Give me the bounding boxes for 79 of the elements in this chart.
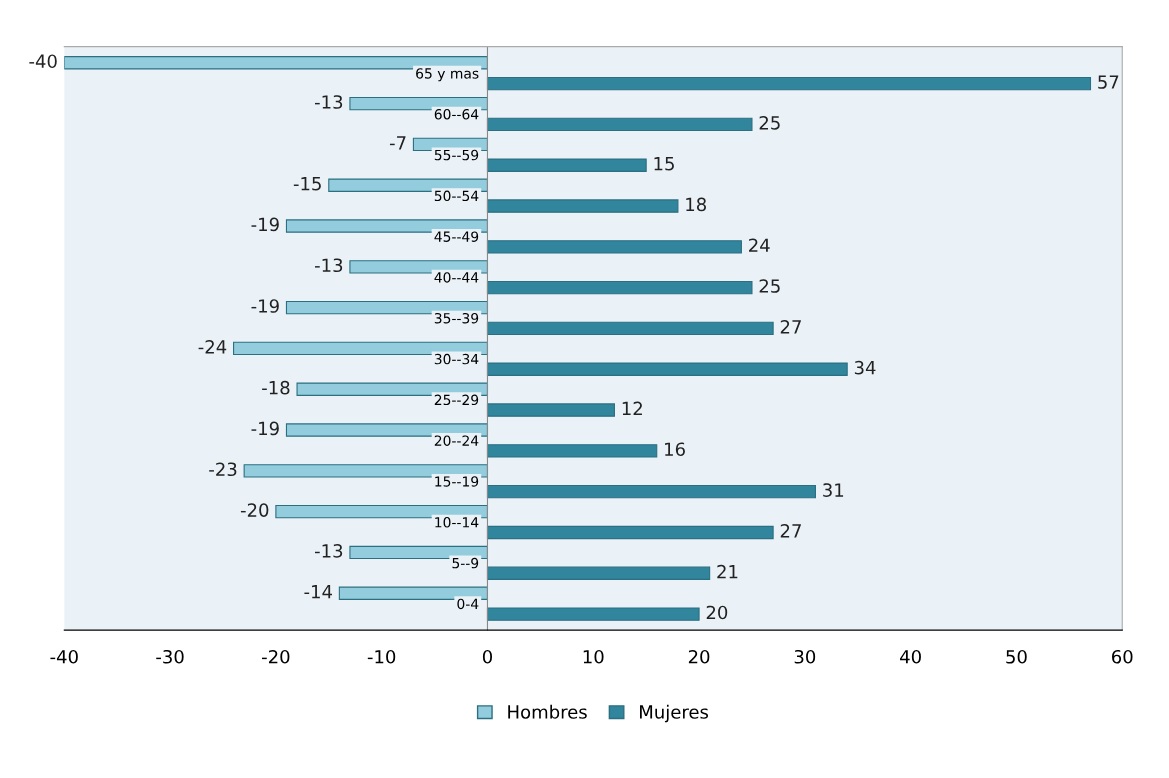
bar (349, 260, 489, 274)
y-tick-label: 65 y mas (416, 68, 479, 82)
data-label: -7 (389, 136, 406, 150)
x-tick-label: -40 (50, 649, 78, 664)
y-tick-label: 5--9 (452, 557, 479, 569)
bar (285, 219, 489, 233)
y-tick-label: 20--24 (434, 435, 479, 446)
data-label: -24 (198, 340, 227, 354)
bar (328, 178, 489, 192)
data-label: -23 (209, 462, 237, 477)
data-label: -18 (262, 380, 290, 395)
y-tick-label: 55--59 (434, 149, 479, 161)
data-label: 21 (717, 564, 738, 579)
data-label: 24 (749, 238, 770, 252)
y-tick-label: 0-4 (457, 598, 479, 610)
data-label: 57 (1098, 75, 1119, 89)
legend-label: Hombres (508, 704, 587, 719)
y-tick-label: 30--34 (434, 353, 479, 365)
bar (285, 423, 489, 437)
y-tick-label: 25--29 (434, 394, 479, 406)
bar (486, 444, 658, 458)
bar (486, 76, 1092, 91)
data-label: -19 (251, 421, 279, 436)
data-label: -13 (314, 544, 343, 558)
bar (486, 484, 816, 499)
y-tick-label: 50--54 (434, 190, 479, 202)
bar (486, 607, 700, 621)
y-tick-label: 40--44 (434, 272, 479, 283)
y-tick-label: 45--49 (434, 231, 479, 242)
data-label: 20 (706, 605, 728, 620)
data-label: 27 (780, 320, 801, 334)
data-label: 31 (823, 483, 844, 497)
data-label: 12 (622, 401, 642, 416)
data-label: -13 (314, 258, 343, 273)
x-tick-label: -30 (156, 649, 184, 664)
bar (486, 321, 774, 336)
bar (296, 382, 489, 396)
x-tick-label: 30 (794, 649, 816, 664)
data-label: -14 (304, 585, 332, 599)
x-tick-label: 20 (688, 649, 710, 664)
bar (486, 199, 679, 213)
bar (243, 464, 489, 478)
bar (486, 403, 615, 417)
data-label: -13 (314, 95, 343, 109)
data-label: 15 (654, 157, 674, 171)
bar (486, 117, 753, 132)
bar (275, 504, 489, 519)
x-tick-label: 10 (583, 649, 604, 664)
x-tick-label: 40 (900, 649, 921, 664)
data-label: 16 (665, 442, 685, 457)
x-tick-label: 50 (1006, 649, 1027, 664)
data-label: -19 (251, 217, 279, 232)
data-label: -20 (240, 503, 269, 517)
data-label: 25 (759, 115, 780, 130)
bar (486, 525, 774, 540)
y-tick-label: 15--19 (435, 476, 479, 487)
y-tick-label: 60--64 (434, 108, 479, 120)
data-label: 34 (854, 360, 876, 375)
bar (486, 362, 848, 376)
data-label: -19 (251, 299, 279, 313)
legend-label: Mujeres (640, 704, 709, 723)
data-label: 18 (686, 197, 706, 212)
x-tick-label: -20 (262, 649, 290, 664)
bar (486, 280, 753, 295)
x-tick-label: 0 (482, 649, 493, 664)
data-label: 27 (780, 524, 801, 538)
bar (486, 240, 742, 254)
bar (486, 158, 647, 172)
data-label: -15 (293, 177, 321, 191)
x-tick-label: 60 (1112, 649, 1133, 664)
bar (486, 566, 711, 580)
bar (285, 300, 489, 315)
x-tick-label: -10 (367, 649, 396, 664)
data-label: -40 (29, 54, 57, 69)
data-label: 25 (759, 279, 780, 293)
bar (64, 56, 489, 70)
y-tick-label: 35--39 (434, 313, 479, 324)
bar (338, 586, 489, 600)
y-tick-label: 10--14 (435, 517, 479, 528)
